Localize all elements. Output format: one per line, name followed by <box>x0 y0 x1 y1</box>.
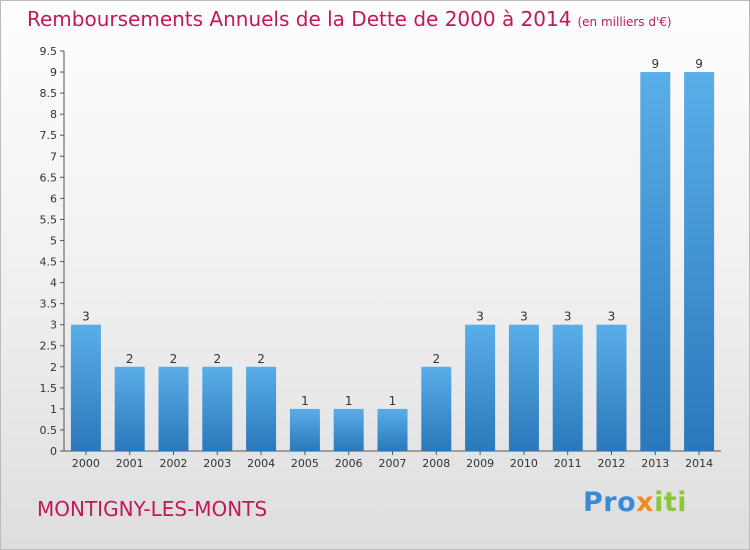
bar-value-label: 3 <box>608 310 616 324</box>
bar-value-label: 2 <box>170 352 178 366</box>
bar-value-label: 2 <box>432 352 440 366</box>
y-tick-label: 6.5 <box>40 171 58 184</box>
chart-title: Remboursements Annuels de la Dette de 20… <box>27 7 672 31</box>
chart-subtitle: (en milliers d'€) <box>577 15 672 29</box>
bar-value-label: 9 <box>651 57 659 71</box>
y-tick-label: 6 <box>50 192 57 205</box>
bar <box>596 324 627 451</box>
y-tick-label: 2 <box>50 361 57 374</box>
x-tick-label: 2003 <box>203 457 231 470</box>
bar <box>158 366 189 451</box>
y-tick-label: 9.5 <box>40 45 58 58</box>
town-name: MONTIGNY-LES-MONTS <box>37 497 268 521</box>
x-tick-label: 2005 <box>291 457 319 470</box>
logo-part-3: iti <box>654 487 687 518</box>
bar <box>114 366 145 451</box>
logo-part-2: x <box>636 487 655 518</box>
x-tick-label: 2000 <box>72 457 100 470</box>
bar-value-label: 2 <box>126 352 134 366</box>
bar <box>202 366 233 451</box>
bar <box>289 408 320 451</box>
x-tick-label: 2007 <box>379 457 407 470</box>
y-tick-label: 0.5 <box>40 424 58 437</box>
x-tick-label: 2006 <box>335 457 363 470</box>
bar-value-label: 2 <box>213 352 221 366</box>
x-tick-label: 2009 <box>466 457 494 470</box>
bar-value-label: 3 <box>564 310 572 324</box>
y-tick-label: 9 <box>50 66 57 79</box>
y-tick-label: 1 <box>50 403 57 416</box>
bar-value-label: 3 <box>476 310 484 324</box>
bar <box>70 324 101 451</box>
bar <box>508 324 539 451</box>
bar-value-label: 9 <box>695 57 703 71</box>
y-tick-label: 8.5 <box>40 87 58 100</box>
y-tick-label: 7 <box>50 150 57 163</box>
bar-value-label: 3 <box>82 310 90 324</box>
bar <box>377 408 408 451</box>
chart-title-text: Remboursements Annuels de la Dette de 20… <box>27 7 572 31</box>
bar <box>684 72 715 451</box>
bar <box>465 324 496 451</box>
bar-value-label: 1 <box>389 394 397 408</box>
x-tick-label: 2001 <box>116 457 144 470</box>
y-tick-label: 4 <box>50 277 57 290</box>
bar <box>552 324 583 451</box>
y-tick-label: 4.5 <box>40 256 58 269</box>
bar-value-label: 1 <box>345 394 353 408</box>
y-tick-label: 3 <box>50 319 57 332</box>
x-tick-label: 2010 <box>510 457 538 470</box>
x-tick-label: 2013 <box>641 457 669 470</box>
x-tick-label: 2002 <box>160 457 188 470</box>
y-tick-label: 5.5 <box>40 213 58 226</box>
x-tick-label: 2014 <box>685 457 713 470</box>
bar <box>640 72 671 451</box>
y-tick-label: 8 <box>50 108 57 121</box>
bar <box>246 366 277 451</box>
logo-part-1: Pro <box>583 487 637 518</box>
proxiti-logo: Proxiti <box>583 487 687 518</box>
x-tick-label: 2004 <box>247 457 275 470</box>
y-tick-label: 3.5 <box>40 298 58 311</box>
y-tick-label: 5 <box>50 234 57 247</box>
bar <box>421 366 452 451</box>
bar-value-label: 3 <box>520 310 528 324</box>
bar-value-label: 2 <box>257 352 265 366</box>
x-tick-label: 2012 <box>598 457 626 470</box>
y-tick-label: 2.5 <box>40 340 58 353</box>
y-tick-label: 0 <box>50 445 57 458</box>
y-tick-label: 7.5 <box>40 129 58 142</box>
x-tick-label: 2011 <box>554 457 582 470</box>
bar <box>333 408 364 451</box>
y-tick-label: 1.5 <box>40 382 58 395</box>
bars: 3 2 2 2 2 1 1 1 2 3 3 3 3 9 9 <box>70 57 715 451</box>
bar-value-label: 1 <box>301 394 309 408</box>
axes: 0 0.5 1 1.5 2 2.5 3 3.5 4 4.5 5 5.5 6 6.5 7 7.5 8 8.5 9 9.5… <box>40 45 721 470</box>
x-tick-label: 2008 <box>422 457 450 470</box>
